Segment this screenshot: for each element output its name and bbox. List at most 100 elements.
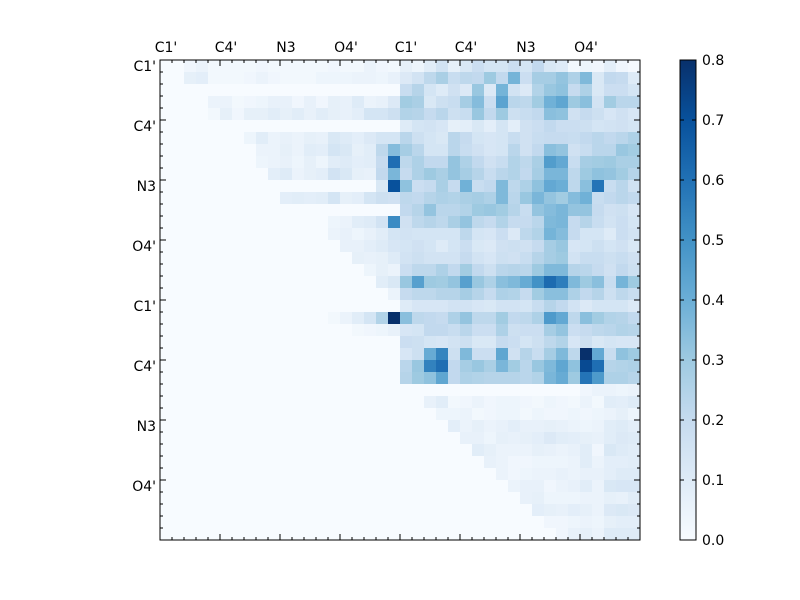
- heatmap-cell: [328, 444, 341, 457]
- heatmap-cell: [292, 168, 305, 181]
- heatmap-cell: [484, 264, 497, 277]
- heatmap-cell: [604, 360, 617, 373]
- heatmap-cell: [496, 96, 509, 109]
- heatmap-cell: [496, 300, 509, 313]
- heatmap-cell: [424, 516, 437, 529]
- heatmap-cell: [304, 468, 317, 481]
- heatmap-cell: [484, 408, 497, 421]
- heatmap-cell: [472, 492, 485, 505]
- heatmap-cell: [412, 528, 425, 541]
- heatmap-cell: [532, 396, 545, 409]
- heatmap-cell: [532, 144, 545, 157]
- heatmap-cell: [196, 288, 209, 301]
- heatmap-cell: [484, 504, 497, 517]
- heatmap-cell: [340, 312, 353, 325]
- heatmap-cell: [364, 240, 377, 253]
- heatmap-cell: [412, 408, 425, 421]
- heatmap-cell: [520, 396, 533, 409]
- heatmap-cell: [508, 372, 521, 385]
- heatmap-cell: [460, 504, 473, 517]
- heatmap-cell: [352, 156, 365, 169]
- heatmap-cell: [556, 324, 569, 337]
- heatmap-cell: [244, 468, 257, 481]
- heatmap-cell: [568, 480, 581, 493]
- heatmap-cell: [220, 180, 233, 193]
- heatmap-cell: [520, 240, 533, 253]
- heatmap-cell: [484, 432, 497, 445]
- heatmap-cell: [160, 420, 173, 433]
- heatmap-cell: [220, 360, 233, 373]
- colorbar-tick-label: 0.5: [702, 233, 724, 249]
- heatmap-cell: [232, 444, 245, 457]
- heatmap-cell: [424, 240, 437, 253]
- heatmap-cell: [316, 168, 329, 181]
- heatmap-cell: [304, 168, 317, 181]
- heatmap-cell: [352, 336, 365, 349]
- heatmap-cell: [580, 456, 593, 469]
- heatmap-cell: [328, 504, 341, 517]
- heatmap-cell: [196, 480, 209, 493]
- heatmap-cell: [364, 276, 377, 289]
- heatmap-cell: [316, 372, 329, 385]
- heatmap-cell: [604, 168, 617, 181]
- heatmap-cell: [256, 180, 269, 193]
- heatmap-cell: [544, 480, 557, 493]
- heatmap-cell: [592, 420, 605, 433]
- heatmap-cell: [496, 312, 509, 325]
- heatmap-cell: [256, 420, 269, 433]
- heatmap-cell: [568, 336, 581, 349]
- heatmap-cell: [592, 432, 605, 445]
- heatmap-cell: [400, 420, 413, 433]
- heatmap-cell: [352, 492, 365, 505]
- heatmap-cell: [208, 240, 221, 253]
- heatmap-cell: [184, 156, 197, 169]
- heatmap-cell: [184, 396, 197, 409]
- heatmap-cell: [592, 204, 605, 217]
- heatmap-cell: [532, 432, 545, 445]
- heatmap-cell: [472, 408, 485, 421]
- heatmap-cell: [352, 228, 365, 241]
- heatmap-cell: [448, 432, 461, 445]
- heatmap-cell: [544, 96, 557, 109]
- heatmap-cell: [484, 396, 497, 409]
- heatmap-cell: [592, 96, 605, 109]
- heatmap-cell: [220, 312, 233, 325]
- heatmap-cell: [196, 96, 209, 109]
- heatmap-cell: [448, 480, 461, 493]
- heatmap-cell: [352, 108, 365, 121]
- heatmap-cell: [532, 360, 545, 373]
- heatmap-cell: [316, 480, 329, 493]
- heatmap-cell: [352, 408, 365, 421]
- heatmap-cell: [580, 108, 593, 121]
- heatmap-cell: [280, 144, 293, 157]
- heatmap-cell: [436, 84, 449, 97]
- heatmap-cell: [232, 300, 245, 313]
- heatmap-cell: [520, 504, 533, 517]
- heatmap-cell: [472, 312, 485, 325]
- heatmap-cell: [196, 324, 209, 337]
- heatmap-cell: [544, 84, 557, 97]
- heatmap-cell: [520, 456, 533, 469]
- heatmap-cell: [484, 516, 497, 529]
- heatmap-cell: [256, 504, 269, 517]
- heatmap-cell: [292, 216, 305, 229]
- heatmap-cell: [604, 204, 617, 217]
- heatmap-cell: [340, 456, 353, 469]
- heatmap-cell: [496, 276, 509, 289]
- heatmap-cell: [556, 276, 569, 289]
- heatmap-cell: [160, 528, 173, 541]
- heatmap-cell: [232, 420, 245, 433]
- heatmap-cell: [496, 84, 509, 97]
- heatmap-cell: [580, 276, 593, 289]
- heatmap-cell: [280, 516, 293, 529]
- heatmap-cell: [220, 528, 233, 541]
- heatmap-cell: [160, 60, 173, 73]
- heatmap-cell: [244, 276, 257, 289]
- heatmap-cell: [424, 228, 437, 241]
- heatmap-cell: [484, 60, 497, 73]
- heatmap-cell: [472, 204, 485, 217]
- heatmap-cell: [568, 264, 581, 277]
- heatmap-cell: [244, 420, 257, 433]
- heatmap-cell: [388, 288, 401, 301]
- heatmap-cell: [196, 372, 209, 385]
